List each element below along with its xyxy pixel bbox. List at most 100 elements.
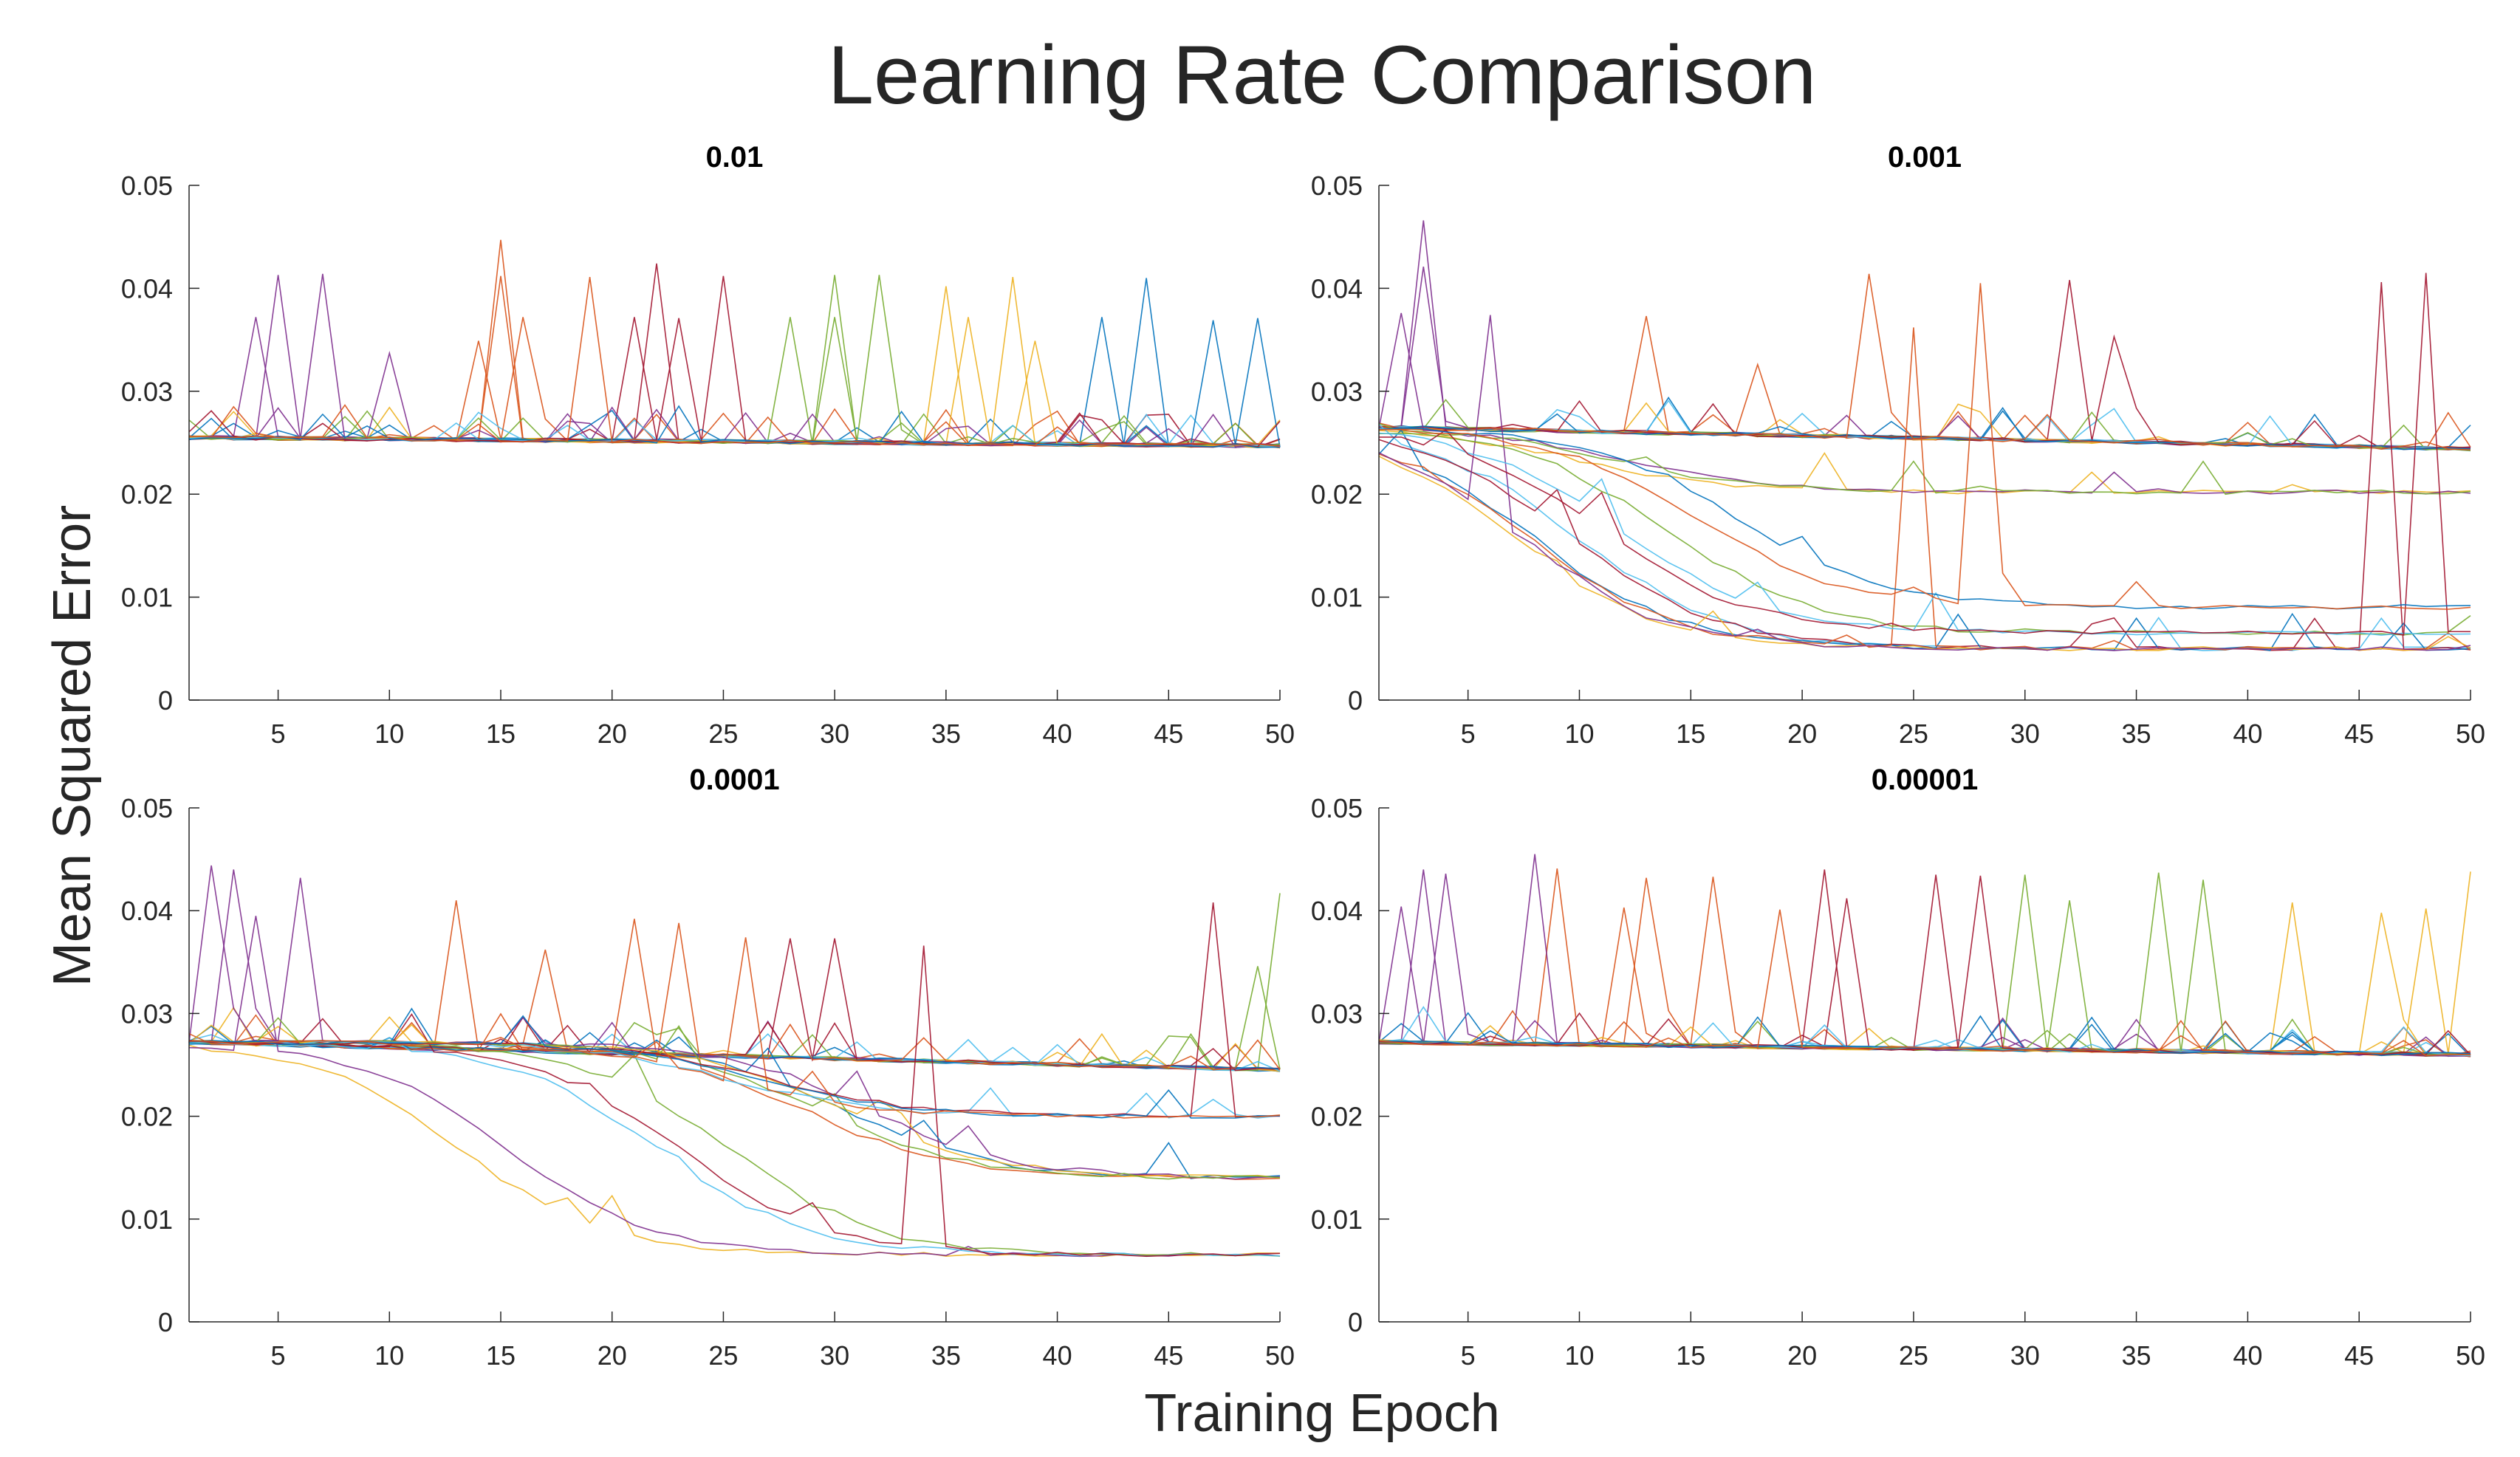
y-tick-label: 0.02	[1311, 1102, 1363, 1132]
series-lines	[1378, 220, 2471, 651]
y-tick-label: 0.04	[1311, 273, 1363, 304]
series-lines	[188, 865, 1281, 1258]
series-line-run-18	[188, 916, 1281, 1258]
x-tick-label: 15	[486, 1340, 516, 1371]
series-line-run-26	[188, 1017, 1281, 1180]
x-tick-label: 25	[1899, 1340, 1928, 1371]
y-tick-label: 0.05	[121, 793, 173, 823]
series-line-run-30	[188, 937, 1281, 1119]
x-tick-label: 50	[2456, 1340, 2485, 1371]
y-tick-label: 0	[1348, 685, 1363, 716]
panel-title: 0.01	[706, 141, 764, 174]
x-tick-label: 5	[271, 1340, 286, 1371]
x-tick-label: 50	[2456, 719, 2485, 749]
x-tick-label: 45	[2344, 1340, 2374, 1371]
x-tick-label: 30	[820, 719, 849, 749]
x-tick-label: 20	[1787, 719, 1817, 749]
x-tick-label: 40	[1043, 719, 1072, 749]
y-tick-label: 0.05	[1311, 171, 1363, 201]
x-tick-label: 20	[1787, 1340, 1817, 1371]
panel-lr-0.001: 0.001 5 10 15 20 25 30 35 40 45 50 0 0.01 0.02 0.03 0.0…	[1311, 141, 2485, 749]
x-tick-label: 50	[1265, 1340, 1295, 1371]
series-line-run-30	[188, 276, 1281, 448]
series-line-run-30	[1378, 909, 2471, 1057]
figure-title: Learning Rate Comparison	[828, 29, 1817, 121]
x-tick-label: 10	[374, 719, 404, 749]
series-line-run-29	[188, 1015, 1281, 1119]
plot-area	[1379, 185, 2471, 700]
series-line-run-24	[188, 1016, 1281, 1179]
x-tick-label: 30	[820, 1340, 849, 1371]
x-tick-label: 15	[1676, 1340, 1705, 1371]
series-line-run-16	[1378, 273, 2471, 450]
x-tick-label: 20	[598, 719, 627, 749]
x-tick-label: 45	[1154, 1340, 1183, 1371]
series-line-run-21	[1378, 281, 2471, 651]
x-tick-label: 45	[2344, 719, 2374, 749]
y-tick-label: 0.02	[121, 1102, 173, 1132]
x-tick-label: 5	[1461, 1340, 1476, 1371]
series-line-run-21	[188, 945, 1281, 1258]
x-tick-label: 35	[2122, 1340, 2151, 1371]
x-tick-label: 35	[931, 1340, 961, 1371]
x-tick-label: 40	[2233, 719, 2262, 749]
y-tick-label: 0.04	[1311, 896, 1363, 926]
x-tick-label: 50	[1265, 719, 1295, 749]
y-tick-label: 0	[1348, 1307, 1363, 1337]
series-line-run-22	[1378, 428, 2471, 651]
series-line-run-30	[1378, 283, 2471, 610]
panel-title: 0.0001	[689, 764, 779, 796]
series-lines	[188, 239, 1281, 449]
x-tick-label: 45	[1154, 719, 1183, 749]
x-tick-label: 30	[2010, 1340, 2040, 1371]
plot-area	[1379, 808, 2471, 1322]
x-tick-label: 15	[486, 719, 516, 749]
x-tick-label: 35	[2122, 719, 2151, 749]
panel-lr-0.0001: 0.0001 5 10 15 20 25 30 35 40 45 50 0 0.01 0.02 0.03 0.…	[121, 764, 1295, 1371]
y-tick-label: 0.04	[121, 896, 173, 926]
y-tick-label: 0.05	[121, 171, 173, 201]
x-tick-label: 10	[1564, 719, 1594, 749]
x-tick-label: 15	[1676, 719, 1705, 749]
panel-lr-0.00001: 0.00001 5 10 15 20 25 30 35 40 45 50 0 0.01 0.02 0.03 0…	[1311, 764, 2485, 1371]
y-tick-label: 0.03	[1311, 377, 1363, 407]
x-tick-label: 10	[1564, 1340, 1594, 1371]
x-tick-label: 40	[1043, 1340, 1072, 1371]
x-tick-label: 20	[598, 1340, 627, 1371]
y-tick-label: 0.03	[121, 377, 173, 407]
x-tick-label: 30	[2010, 719, 2040, 749]
panel-title: 0.00001	[1872, 764, 1979, 796]
series-lines	[1378, 854, 2471, 1057]
y-tick-label: 0.03	[1311, 998, 1363, 1029]
y-tick-label: 0.01	[121, 583, 173, 613]
y-tick-label: 0.03	[121, 998, 173, 1029]
x-tick-label: 10	[374, 1340, 404, 1371]
series-line-run-19	[1378, 423, 2471, 496]
series-line-run-22	[188, 1007, 1281, 1179]
panel-title: 0.001	[1888, 141, 1962, 174]
series-line-run-25	[1378, 315, 2471, 651]
y-tick-label: 0.05	[1311, 793, 1363, 823]
x-tick-label: 25	[708, 1340, 738, 1371]
y-tick-label: 0.01	[1311, 1204, 1363, 1235]
y-tick-label: 0.02	[1311, 479, 1363, 510]
y-tick-label: 0.02	[121, 479, 173, 510]
x-tick-label: 5	[271, 719, 286, 749]
x-tick-label: 35	[931, 719, 961, 749]
y-axis-label: Mean Squared Error	[43, 505, 102, 987]
y-tick-label: 0.01	[121, 1204, 173, 1235]
series-line-run-28	[1379, 272, 2471, 636]
x-tick-label: 40	[2233, 1340, 2262, 1371]
y-tick-label: 0.04	[121, 273, 173, 304]
y-tick-label: 0	[158, 1307, 173, 1337]
y-tick-label: 0.01	[1311, 583, 1363, 613]
x-tick-label: 25	[1899, 719, 1928, 749]
x-tick-label: 25	[708, 719, 738, 749]
y-tick-label: 0	[158, 685, 173, 716]
x-axis-label: Training Epoch	[1144, 1384, 1500, 1443]
series-line-run-27	[1378, 432, 2471, 636]
x-tick-label: 5	[1461, 719, 1476, 749]
series-line-run-23	[1378, 327, 2471, 651]
panel-lr-0.01: 0.01 5 10 15 20 25 30 35 40 45 50 0 0.01 0.02 0.03 0.04…	[121, 141, 1295, 749]
